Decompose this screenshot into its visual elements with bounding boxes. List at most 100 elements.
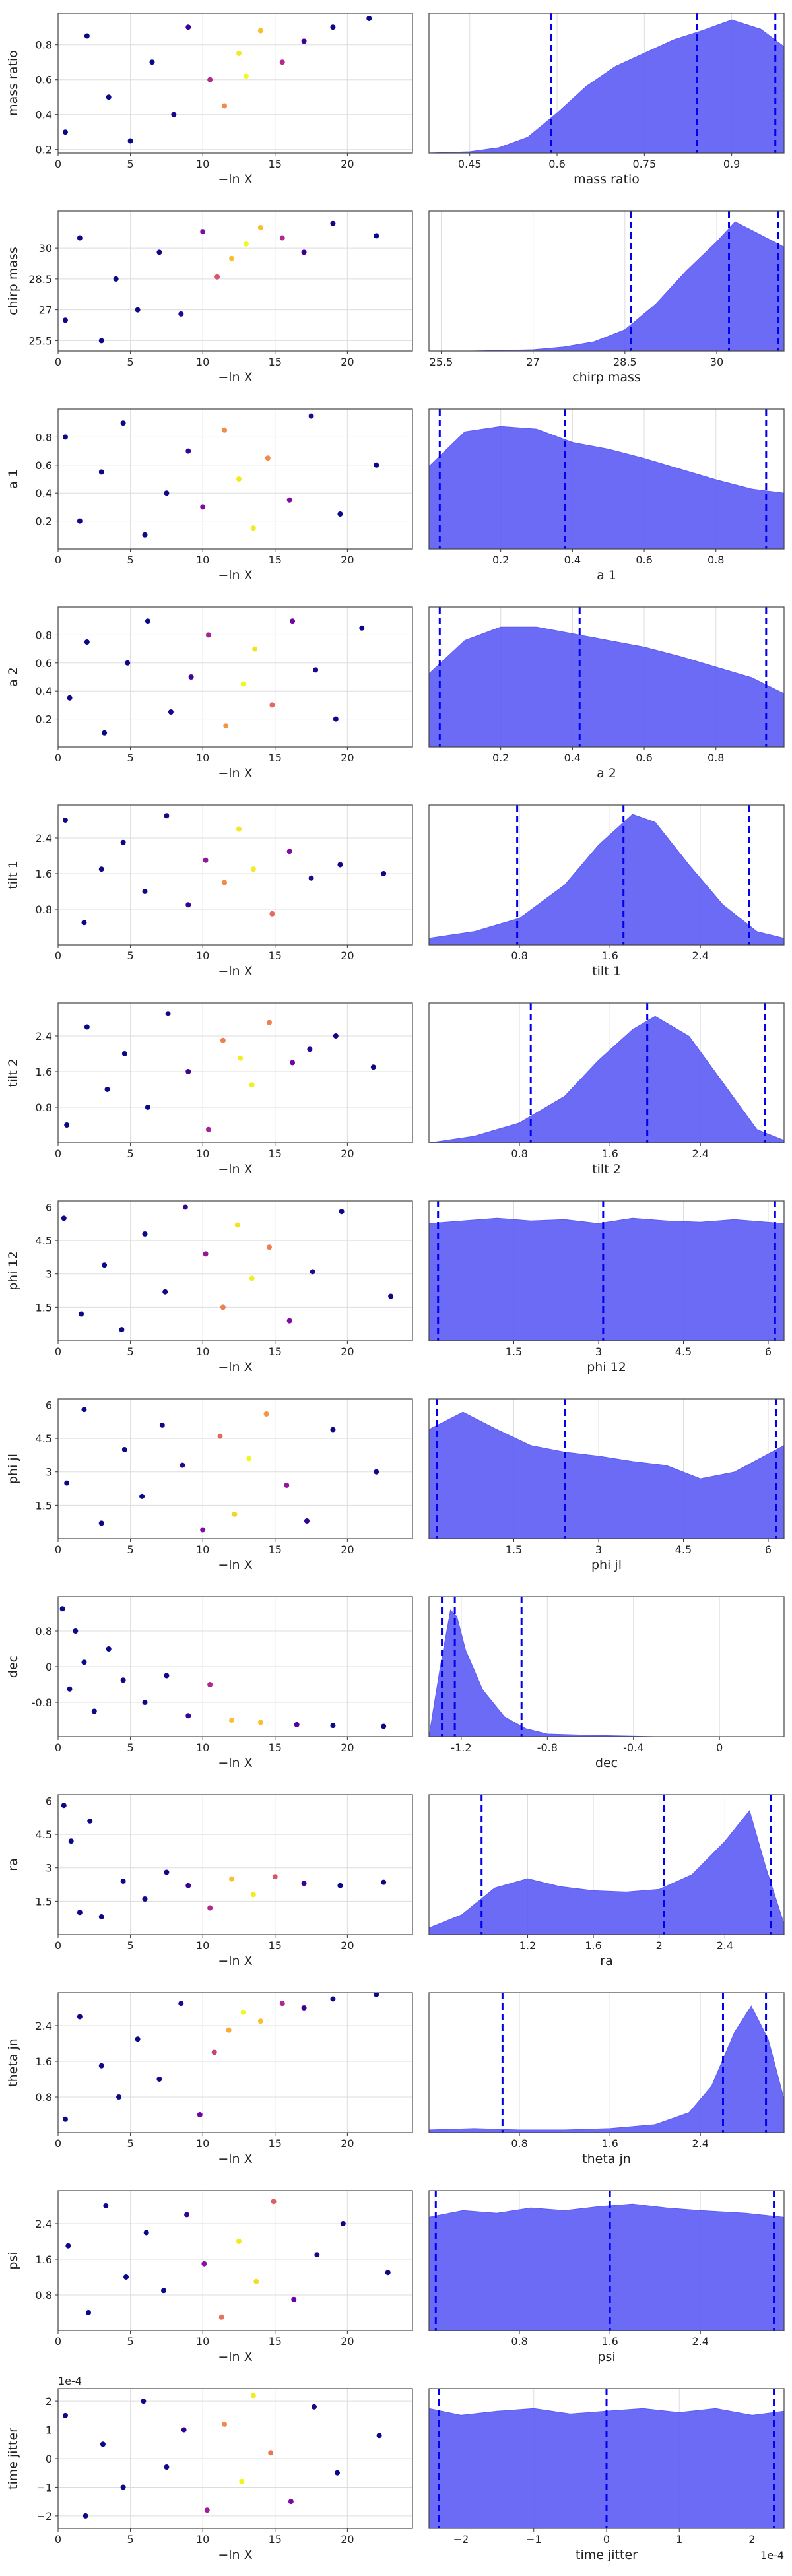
sample-point — [240, 2009, 246, 2015]
y-axis-label: mass ratio — [6, 50, 20, 116]
y-tick-label: 0 — [46, 2453, 52, 2465]
x-tick-label: 15 — [269, 2137, 282, 2150]
sample-point — [311, 2404, 317, 2410]
plot-frame — [428, 606, 785, 748]
x-axis-label: −ln X — [218, 1558, 252, 1572]
x-tick-label: 5 — [127, 1741, 133, 1754]
sample-point — [290, 1060, 296, 1066]
sample-point — [98, 469, 104, 475]
sample-point — [272, 1874, 278, 1880]
sample-point — [161, 2288, 167, 2294]
sample-point — [185, 902, 191, 908]
sample-point — [337, 1883, 343, 1888]
plot-content — [429, 2389, 784, 2528]
x-tick-label: 15 — [269, 950, 282, 962]
plot-content — [429, 409, 784, 549]
x-tick-label: -1.2 — [451, 1741, 471, 1754]
sample-point — [182, 1204, 188, 1210]
x-tick-label: 0.45 — [458, 158, 482, 170]
x-tick-label: 0.8 — [511, 2335, 527, 2348]
x-tick-label: 10 — [196, 1939, 209, 1952]
sample-point — [229, 1876, 235, 1882]
density-area — [429, 1411, 784, 1539]
sample-point — [143, 2230, 149, 2236]
plot-frame — [428, 2388, 785, 2529]
x-tick-label: 0 — [55, 1345, 61, 1358]
sample-point — [67, 695, 73, 701]
sample-point — [301, 1881, 307, 1886]
x-tick-label: 2 — [748, 2533, 755, 2546]
plot-frame — [57, 2190, 413, 2331]
plot-content — [65, 2199, 391, 2320]
y-tick-label: 27 — [39, 304, 52, 317]
plot-frame — [428, 1200, 785, 1341]
plot-content — [64, 1407, 380, 1533]
sample-point — [330, 1996, 336, 2002]
plot-content — [429, 1201, 784, 1341]
sample-point — [388, 1293, 394, 1299]
x-tick-label: 10 — [196, 2137, 209, 2150]
density-area — [429, 426, 784, 549]
sample-point — [121, 1050, 127, 1056]
panel: 0.8 1.6 2.4 tilt 1 — [428, 804, 785, 979]
x-tick-label: -0.8 — [537, 1741, 558, 1754]
x-tick-label: 0 — [55, 950, 61, 962]
sample-point — [84, 639, 90, 645]
sample-point — [185, 1883, 191, 1888]
y-tick-label: 1.5 — [36, 1301, 52, 1314]
sample-point — [62, 434, 68, 440]
plot-area — [58, 1993, 412, 2133]
sample-point — [236, 2238, 242, 2244]
x-tick-label: −2 — [453, 2533, 469, 2546]
x-tick-label: 0 — [55, 1543, 61, 1556]
sample-point — [119, 1327, 125, 1333]
x-tick-label: 5 — [127, 2137, 133, 2150]
sample-point — [159, 1422, 165, 1428]
x-tick-label: 0 — [55, 1939, 61, 1952]
plot-content — [62, 413, 380, 538]
sample-point — [301, 2005, 307, 2011]
sample-point — [288, 2499, 294, 2505]
sample-point — [98, 1520, 104, 1526]
plot-area — [58, 805, 412, 945]
sample-point — [330, 1723, 336, 1729]
plot-area — [58, 13, 412, 153]
sample-point — [81, 920, 87, 926]
panel: 0 5 10 15 20 0.8 1.6 2.4 −ln X psi — [6, 2190, 413, 2364]
sample-point — [238, 1055, 244, 1061]
panel: 1.5 3 4.5 6 phi jl — [428, 1398, 785, 1572]
sample-point — [165, 1011, 171, 1017]
x-tick-label: 5 — [127, 158, 133, 170]
sample-point — [185, 448, 191, 454]
sample-point — [269, 702, 275, 708]
plot-content — [429, 1003, 784, 1143]
y-tick-label: 0.2 — [36, 144, 52, 156]
sample-point — [234, 1222, 240, 1228]
sample-point — [271, 2199, 277, 2205]
x-tick-label: 20 — [341, 1939, 354, 1952]
plot-content — [429, 1399, 784, 1539]
x-axis-label: phi jl — [591, 1558, 622, 1572]
sample-point — [116, 2094, 122, 2100]
sample-point — [81, 1659, 87, 1665]
sample-point — [330, 220, 336, 226]
x-tick-label: 2.4 — [692, 2137, 708, 2150]
sample-point — [185, 1068, 191, 1074]
plot-frame — [57, 1398, 413, 1539]
x-tick-label: 10 — [196, 752, 209, 764]
sample-point — [229, 255, 235, 261]
x-tick-label: 20 — [341, 1147, 354, 1160]
y-tick-label: 0.6 — [36, 657, 52, 670]
sample-point — [171, 112, 177, 117]
y-axis-label: phi 12 — [6, 1251, 20, 1291]
x-tick-label: 15 — [269, 356, 282, 368]
sample-point — [77, 1910, 82, 1916]
plot-content — [429, 607, 784, 747]
plot-content — [62, 2393, 382, 2519]
sample-point — [79, 1311, 84, 1317]
y-tick-label: 0.4 — [36, 685, 52, 697]
x-tick-label: 5 — [127, 2533, 133, 2546]
sample-point — [257, 1720, 263, 1725]
x-axis-label: ra — [600, 1954, 612, 1968]
y-tick-label: 0.8 — [36, 1625, 52, 1638]
